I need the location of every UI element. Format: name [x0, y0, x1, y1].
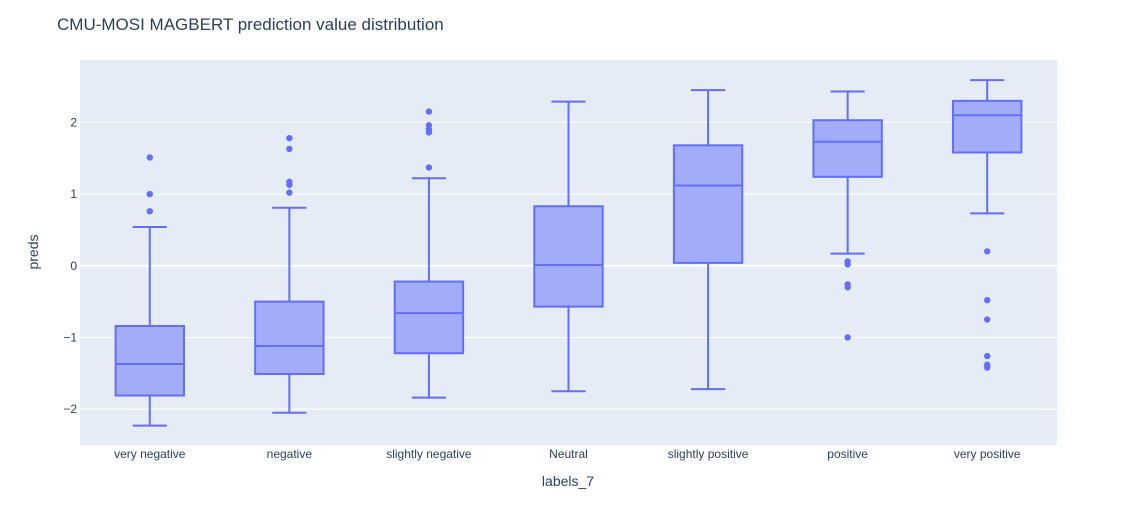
boxes [114, 79, 1023, 427]
outlier-point [425, 108, 433, 115]
box-iqr [114, 324, 185, 397]
box-group [114, 154, 185, 427]
y-axis-label: preds [25, 234, 41, 269]
outlier-point [425, 122, 433, 129]
y-tick-label: 2 [70, 115, 77, 129]
outlier-point [286, 189, 293, 196]
box-group [812, 90, 883, 341]
outlier-point [984, 316, 991, 323]
x-tick-label: Neutral [549, 447, 588, 461]
box-iqr [672, 144, 744, 264]
outlier-point [844, 261, 851, 268]
box-group [254, 134, 325, 414]
x-tick-label: very negative [114, 447, 186, 461]
outlier-point [146, 208, 153, 215]
outlier-point [984, 296, 991, 304]
y-tick-label: 1 [70, 187, 77, 201]
y-tick-label: −1 [63, 330, 77, 344]
x-tick-label: positive [827, 447, 868, 461]
x-axis-label: labels_7 [542, 473, 594, 489]
outlier-point [286, 134, 293, 142]
outlier-point [984, 364, 991, 371]
box-iqr [254, 300, 325, 376]
box-group [952, 79, 1023, 371]
outlier-point [844, 284, 851, 291]
box-group [672, 89, 744, 391]
outlier-point [844, 334, 851, 341]
box-group [533, 100, 604, 393]
x-tick-label: slightly negative [386, 447, 472, 461]
outlier-point [146, 190, 153, 198]
box-iqr [812, 119, 883, 178]
box-iqr [952, 99, 1023, 154]
box-group [393, 108, 465, 399]
y-tick-label: 0 [70, 259, 77, 273]
outlier-point [286, 178, 293, 186]
x-tick-label: negative [267, 447, 313, 461]
outlier-point [984, 352, 991, 360]
y-tick-label: −2 [63, 402, 77, 416]
outlier-point [286, 145, 293, 153]
outlier-point [146, 154, 153, 161]
x-axis-ticks: very negative negative slightly negative Ne… [114, 447, 1021, 461]
y-axis-ticks: −2 −1 0 1 2 [63, 115, 77, 416]
outlier-point [984, 248, 991, 255]
x-tick-label: slightly positive [668, 447, 749, 461]
chart-title: CMU-MOSI MAGBERT prediction value distri… [57, 15, 444, 34]
x-tick-label: very positive [954, 447, 1021, 461]
box-iqr [533, 205, 604, 308]
outlier-point [425, 164, 433, 171]
box-iqr [393, 280, 465, 355]
